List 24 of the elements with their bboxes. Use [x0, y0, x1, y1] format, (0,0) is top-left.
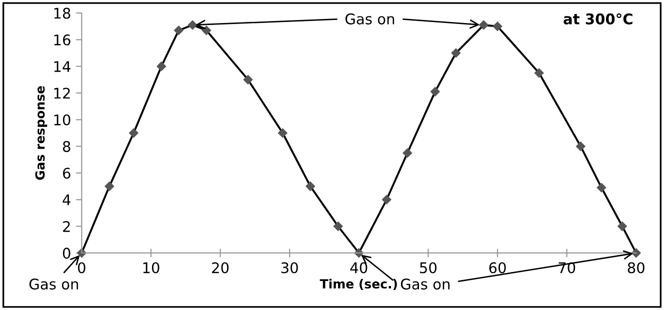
- annotation: Gas on: [345, 13, 394, 24]
- x-tick-label: 80: [628, 262, 644, 274]
- annotation: at 300°C: [564, 13, 632, 24]
- y-tick-label: 12: [54, 88, 70, 99]
- y-axis-title: Gas response: [35, 86, 48, 180]
- y-tick-label: 0: [62, 248, 70, 259]
- x-axis-title: Time (sec.): [320, 278, 397, 290]
- x-tick-label: 40: [350, 262, 368, 274]
- x-tick-label: 60: [489, 262, 506, 274]
- y-tick-label: 16: [54, 34, 70, 46]
- y-tick-label: 4: [62, 194, 70, 206]
- y-tick-label: 14: [54, 61, 70, 72]
- y-tick-label: 2: [63, 221, 70, 232]
- x-tick-label: 10: [143, 262, 160, 274]
- annotation: Gas on: [400, 278, 450, 290]
- annotation: Gas on: [29, 278, 78, 290]
- y-tick-label: 18: [54, 8, 70, 19]
- y-tick-label: 6: [62, 168, 70, 179]
- y-tick-label: 10: [54, 114, 70, 126]
- x-tick-label: 30: [281, 262, 298, 274]
- x-tick-label: 20: [212, 262, 229, 274]
- x-tick-label: 0: [78, 262, 86, 274]
- x-tick-label: 50: [420, 262, 437, 274]
- y-tick-label: 8: [62, 141, 70, 152]
